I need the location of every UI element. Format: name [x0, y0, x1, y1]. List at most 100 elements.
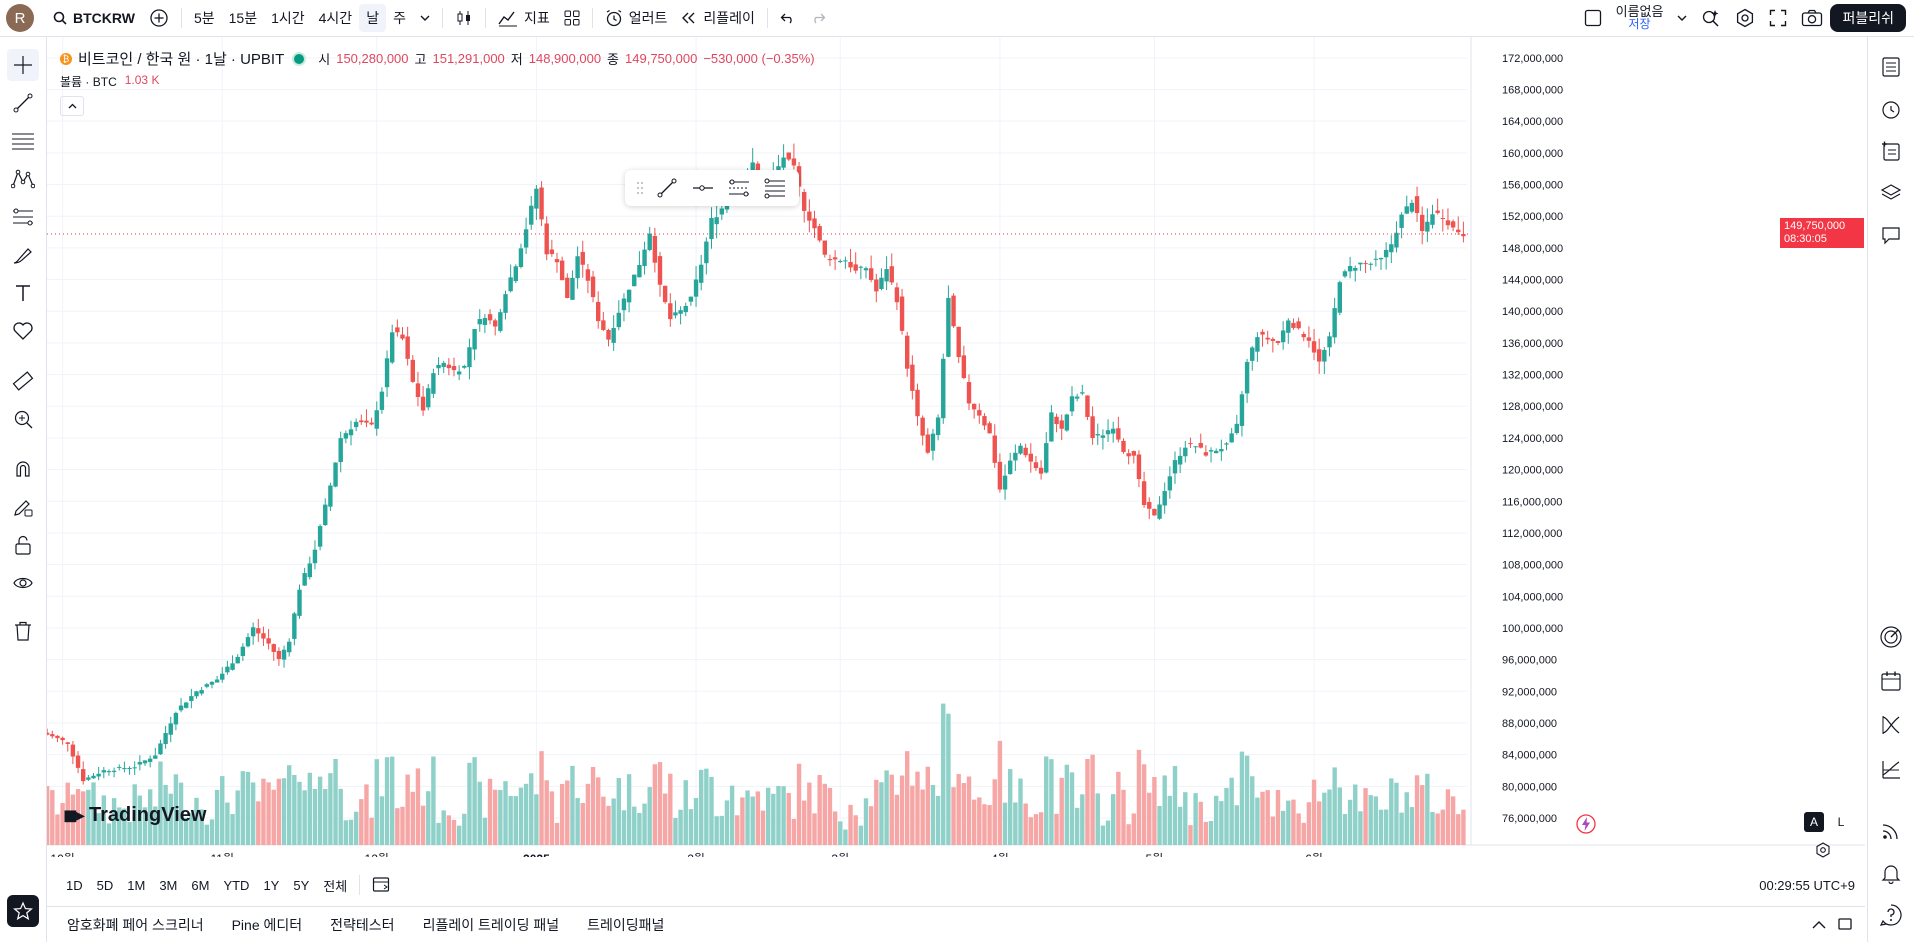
interval-1d[interactable]: 날 — [359, 4, 387, 32]
hide-drawings-tool[interactable] — [7, 567, 39, 599]
calendar-button[interactable] — [1875, 665, 1907, 697]
symbol-search-button[interactable]: BTCKRW — [46, 4, 142, 32]
float-parallel-channel-button[interactable] — [723, 174, 755, 202]
timezone-clock[interactable]: 00:29:55 UTC+9 — [1759, 877, 1855, 893]
goto-date-button[interactable] — [365, 875, 399, 896]
x-tick-label: 12월 — [365, 852, 389, 857]
volume-bar — [462, 813, 467, 845]
icons-tool[interactable] — [7, 315, 39, 347]
crosshair-icon — [14, 56, 32, 74]
log-scale-button[interactable]: L — [1837, 815, 1845, 829]
collapse-panel-button[interactable] — [1811, 917, 1827, 933]
star-icon — [13, 901, 33, 921]
range-1d[interactable]: 1D — [66, 877, 83, 893]
replay-button[interactable]: 리플레이 — [674, 4, 762, 32]
redo-button[interactable] — [803, 4, 833, 32]
tradingview-logo[interactable]: ◼▸ TradingView — [63, 804, 206, 827]
collapse-legend-button[interactable] — [60, 96, 84, 116]
tab-trading-panel[interactable]: 트레이딩패널 — [587, 917, 665, 933]
lock-drawings-tool[interactable] — [7, 529, 39, 561]
float-horizontal-ray-button[interactable] — [687, 174, 719, 202]
maximize-panel-button[interactable] — [1837, 916, 1853, 935]
indicators-button[interactable]: 지표 — [491, 4, 557, 32]
target-button[interactable] — [1875, 621, 1907, 653]
price-chart[interactable]: 172,000,000 168,000,000 164,000,000 160,000… — [47, 37, 1865, 857]
help-button[interactable] — [1875, 899, 1907, 931]
pine-chart-button[interactable] — [1875, 753, 1907, 785]
remove-drawings-tool[interactable] — [7, 615, 39, 647]
layouts-button[interactable] — [557, 4, 587, 32]
drag-handle[interactable] — [633, 174, 647, 202]
fullscreen-button[interactable] — [1762, 4, 1794, 32]
volume-bar — [328, 773, 333, 845]
tab-crypto-screener[interactable]: 암호화폐 페어 스크리너 — [67, 917, 204, 933]
brush-tool[interactable] — [7, 239, 39, 271]
layers-button[interactable] — [1875, 177, 1907, 209]
volume-label[interactable]: 볼륨 · BTC — [60, 75, 117, 89]
time-scale-settings[interactable] — [1815, 842, 1831, 863]
range-1m[interactable]: 1M — [127, 877, 146, 893]
layout-name-menu[interactable]: 이름없음 저장 — [1609, 4, 1671, 32]
interval-1w[interactable]: 주 — [393, 10, 406, 26]
alert-button[interactable]: 얼러트 — [598, 4, 675, 32]
layout-checkbox[interactable] — [1577, 4, 1609, 32]
candle-body — [637, 264, 642, 278]
favorites-tool[interactable] — [7, 895, 39, 927]
interval-15m[interactable]: 15분 — [228, 10, 258, 26]
range-5d[interactable]: 5D — [96, 877, 114, 893]
auto-scale-button[interactable]: A — [1804, 812, 1824, 832]
range-ytd[interactable]: YTD — [223, 877, 250, 893]
pattern-tool[interactable] — [7, 163, 39, 195]
float-trend-line-button[interactable] — [651, 174, 683, 202]
range-5y[interactable]: 5Y — [293, 877, 310, 893]
compare-symbol-button[interactable] — [142, 4, 176, 32]
live-streams-button[interactable] — [1875, 815, 1907, 847]
volume-bar — [750, 796, 755, 845]
chat-button[interactable] — [1875, 219, 1907, 251]
trend-line-tool[interactable] — [7, 87, 39, 119]
notifications-button[interactable] — [1875, 857, 1907, 889]
forecast-tool[interactable] — [7, 201, 39, 233]
range-6m[interactable]: 6M — [191, 877, 210, 893]
object-tree-button[interactable] — [1875, 135, 1907, 167]
range-1y[interactable]: 1Y — [263, 877, 280, 893]
stay-in-drawing-tool[interactable] — [7, 491, 39, 523]
measure-tool[interactable] — [7, 365, 39, 397]
y-tick-label: 124,000,000 — [1502, 433, 1563, 445]
chart-type-button[interactable] — [448, 4, 480, 32]
candle-body — [1224, 443, 1229, 445]
zoom-tool[interactable] — [7, 403, 39, 435]
tab-pine-editor[interactable]: Pine 에디터 — [231, 917, 303, 933]
fib-tool[interactable] — [7, 125, 39, 157]
float-fib-button[interactable] — [759, 174, 791, 202]
tab-strategy-tester[interactable]: 전략테스터 — [330, 917, 395, 933]
range-all[interactable]: 전체 — [323, 878, 348, 894]
magnet-tool[interactable] — [7, 453, 39, 485]
text-tool[interactable] — [7, 277, 39, 309]
volume-bar — [106, 823, 112, 845]
lightning-badge[interactable] — [1575, 813, 1597, 840]
symbol-title[interactable]: 비트코인 / 한국 원 · 1날 · UPBIT — [78, 51, 285, 68]
publish-button[interactable]: 퍼블리쉬 — [1830, 4, 1906, 32]
layout-menu-dropdown[interactable] — [1670, 4, 1694, 32]
interval-1h[interactable]: 1시간 — [271, 10, 305, 26]
candle-body — [1394, 232, 1399, 248]
undo-button[interactable] — [773, 4, 803, 32]
candle-body — [137, 762, 143, 765]
options-chain-button[interactable] — [1875, 709, 1907, 741]
candle-body — [817, 226, 822, 241]
candle-body — [611, 328, 616, 343]
snapshot-button[interactable] — [1794, 4, 1830, 32]
candle-body — [1358, 262, 1363, 265]
range-3m[interactable]: 3M — [159, 877, 178, 893]
watchlist-button[interactable] — [1875, 51, 1907, 83]
crosshair-tool[interactable] — [7, 49, 39, 81]
interval-dropdown[interactable] — [413, 4, 437, 32]
interval-5m[interactable]: 5분 — [193, 10, 215, 26]
user-avatar[interactable]: R — [6, 4, 34, 32]
quick-search-button[interactable] — [1694, 4, 1728, 32]
alerts-panel-button[interactable] — [1875, 93, 1907, 125]
settings-button[interactable] — [1728, 4, 1762, 32]
interval-4h[interactable]: 4시간 — [318, 10, 353, 26]
tab-replay-trading[interactable]: 리플레이 트레이딩 패널 — [422, 917, 560, 933]
